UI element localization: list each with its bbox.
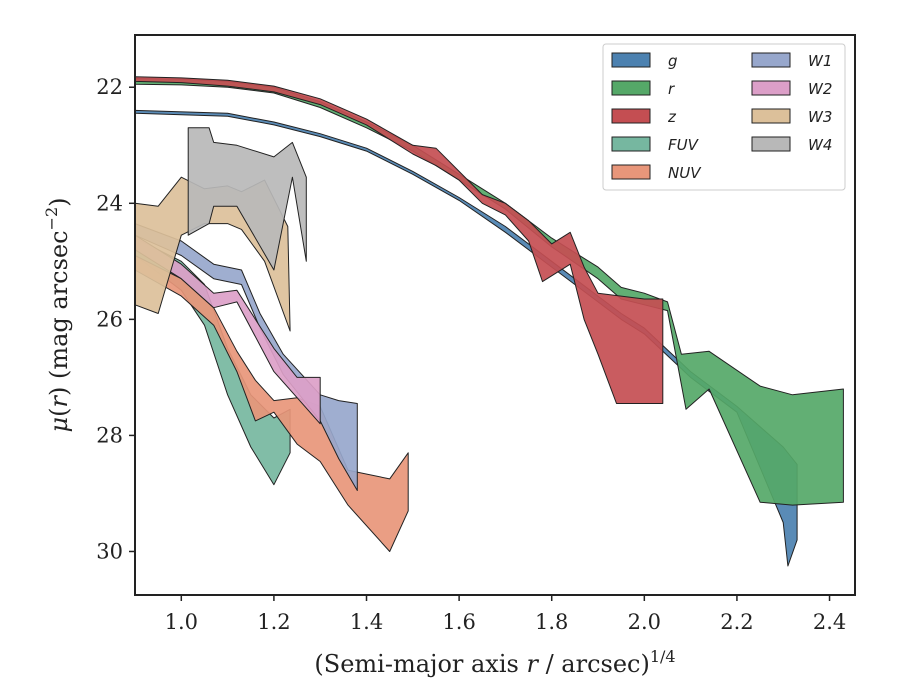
legend-label: NUV [668, 164, 702, 182]
legend-label: r [668, 80, 675, 98]
legend-item-w1: W1 [751, 52, 832, 70]
y-axis-label: μ(r) (mag arcsec−2) [42, 197, 73, 432]
legend-swatch [611, 164, 651, 180]
band-nuv [134, 255, 409, 552]
x-tick-label: 2.4 [813, 610, 846, 634]
legend-swatch [751, 80, 791, 96]
legend-item-w2: W2 [751, 80, 832, 98]
legend-item-r: r [611, 80, 675, 98]
legend-item-z: z [611, 108, 677, 126]
legend-item-g: g [611, 52, 678, 70]
legend-swatch [611, 52, 651, 68]
plot-frame [134, 34, 856, 596]
x-axis-label: (Semi-major axis r / arcsec)1/4 [314, 647, 675, 678]
y-tick-label: 30 [96, 539, 123, 563]
x-tick-label: 2.2 [720, 610, 753, 634]
x-axis-ticks: 1.0 1.2 1.4 1.6 1.8 2.0 2.2 2.4 [165, 595, 846, 634]
x-tick-label: 2.0 [628, 610, 661, 634]
legend-item-w3: W3 [751, 108, 832, 126]
legend-item-fuv: FUV [611, 136, 700, 154]
y-tick-label: 28 [96, 423, 123, 447]
legend-label: FUV [668, 136, 700, 154]
legend-label: W4 [808, 136, 832, 154]
x-tick-label: 1.4 [350, 610, 383, 634]
x-tick-label: 1.0 [165, 610, 198, 634]
band-w1 [134, 223, 358, 491]
legend-label: W3 [808, 108, 832, 126]
profile-bands [134, 76, 844, 567]
legend-label: W2 [808, 80, 832, 98]
legend-swatch [751, 136, 791, 152]
legend-swatch [611, 80, 651, 96]
y-tick-label: 24 [96, 191, 123, 215]
legend-item-nuv: NUV [611, 164, 702, 182]
legend-swatch [611, 136, 651, 152]
band-z [134, 76, 664, 404]
band-w4 [187, 127, 307, 271]
y-tick-label: 22 [96, 75, 123, 99]
legend-swatch [751, 108, 791, 124]
legend: grz FUV NUV W1 W2 W3 W4 [602, 43, 846, 191]
legend-swatch [611, 108, 651, 124]
legend-swatch [751, 52, 791, 68]
x-tick-label: 1.6 [442, 610, 475, 634]
legend-label: z [667, 108, 677, 126]
y-tick-label: 26 [96, 307, 123, 331]
legend-label: g [668, 52, 678, 70]
y-axis-ticks: 22 24 26 28 30 [96, 75, 135, 563]
band-g [134, 109, 798, 567]
legend-label: W1 [808, 52, 832, 70]
legend-item-w4: W4 [751, 136, 832, 154]
x-tick-label: 1.8 [535, 610, 568, 634]
x-tick-label: 1.2 [257, 610, 290, 634]
